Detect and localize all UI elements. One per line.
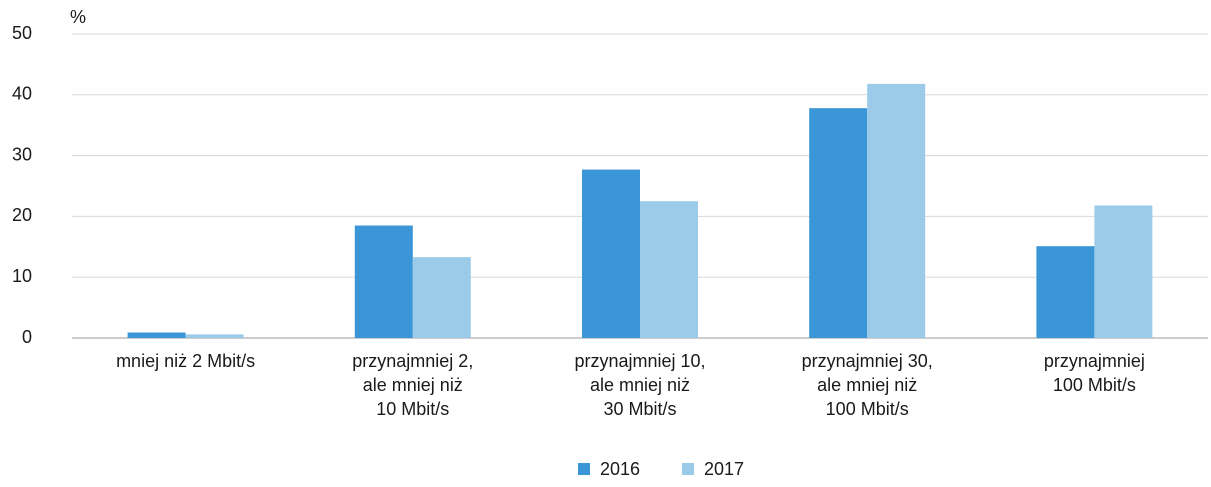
x-tick-label: przynajmniej 10, ale mniej niż 30 Mbit/s: [574, 351, 705, 419]
x-tick-label-line: ale mniej niż: [590, 375, 690, 395]
unit-label: %: [70, 7, 86, 27]
x-tick-label-line: ale mniej niż: [817, 375, 917, 395]
bar: [867, 83, 926, 338]
y-tick-label: 20: [12, 205, 32, 225]
bar: [412, 257, 471, 338]
y-tick-label: 50: [12, 23, 32, 43]
x-tick-label-line: 30 Mbit/s: [603, 399, 676, 419]
x-tick-label-line: przynajmniej 2,: [352, 351, 473, 371]
x-tick-label: przynajmniej 100 Mbit/s: [1044, 351, 1145, 395]
x-tick-label: przynajmniej 30, ale mniej niż 100 Mbit/s: [802, 351, 933, 419]
y-tick-label: 10: [12, 266, 32, 286]
legend-swatch: [682, 463, 694, 475]
bar: [185, 334, 244, 338]
bar: [809, 108, 868, 339]
x-tick-label-line: 10 Mbit/s: [376, 399, 449, 419]
legend-swatch: [578, 463, 590, 475]
x-tick-label-line: przynajmniej 30,: [802, 351, 933, 371]
bar: [127, 332, 186, 338]
legend-label: 2016: [600, 459, 640, 479]
y-tick-label: 40: [12, 84, 32, 104]
x-tick-label-line: 100 Mbit/s: [826, 399, 909, 419]
x-tick-label-line: przynajmniej 10,: [574, 351, 705, 371]
bar: [640, 201, 698, 338]
y-tick-label: 0: [22, 327, 32, 347]
bar: [582, 169, 640, 338]
x-tick-label-line: ale mniej niż: [363, 375, 463, 395]
bar: [354, 225, 413, 338]
bar: [1094, 205, 1153, 338]
legend-label: 2017: [704, 459, 744, 479]
bar: [1036, 246, 1095, 338]
x-tick-label: przynajmniej 2, ale mniej niż 10 Mbit/s: [352, 351, 473, 419]
x-tick-label: mniej niż 2 Mbit/s: [116, 351, 255, 371]
x-tick-label-line: przynajmniej: [1044, 351, 1145, 371]
x-tick-label-line: mniej niż 2 Mbit/s: [116, 351, 255, 371]
x-tick-label-line: 100 Mbit/s: [1053, 375, 1136, 395]
y-tick-label: 30: [12, 144, 32, 164]
